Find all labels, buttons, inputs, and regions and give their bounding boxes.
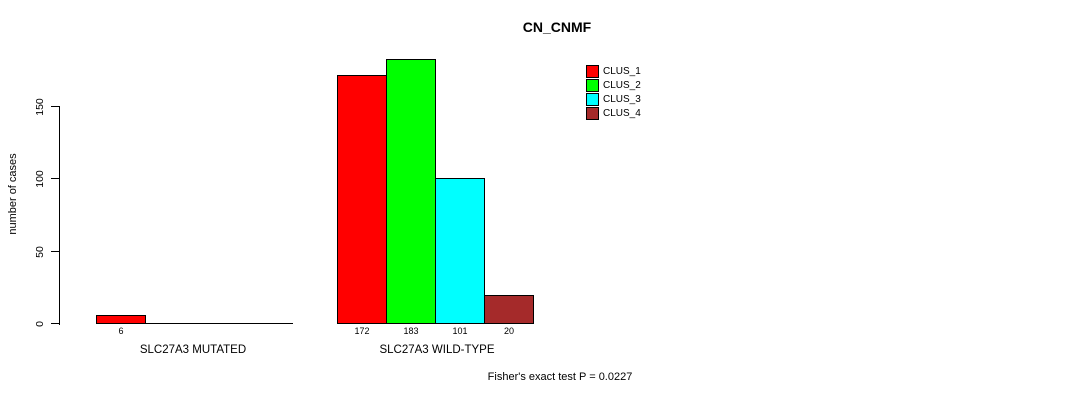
legend-swatch-clus_3 xyxy=(586,93,599,106)
y-axis-tick xyxy=(51,106,60,107)
legend-label: CLUS_1 xyxy=(603,66,641,77)
legend-label: CLUS_3 xyxy=(603,94,641,105)
y-axis-tick xyxy=(51,251,60,252)
y-axis-tick xyxy=(51,323,60,324)
legend-item: CLUS_2 xyxy=(586,79,666,92)
legend-item: CLUS_3 xyxy=(586,93,666,106)
bar-value-label: 20 xyxy=(503,326,515,336)
bar-value-label: 172 xyxy=(354,326,370,336)
legend-swatch-clus_2 xyxy=(586,79,599,92)
legend-swatch-clus_1 xyxy=(586,65,599,78)
bar-value-label: 101 xyxy=(452,326,468,336)
x-group-label-slc27a3-mutated: SLC27A3 MUTATED xyxy=(139,344,247,356)
bar-clus_1-slc27a3-mutated xyxy=(96,315,146,324)
bar-clus_3-slc27a3-wild-type xyxy=(435,178,485,324)
legend-label: CLUS_2 xyxy=(603,80,641,91)
bar-value-label: 183 xyxy=(403,326,419,336)
y-axis-tick xyxy=(51,178,60,179)
bar-clus_4-slc27a3-wild-type xyxy=(484,295,534,324)
fisher-test-annotation: Fisher's exact test P = 0.0227 xyxy=(487,371,633,383)
legend-swatch-clus_4 xyxy=(586,107,599,120)
bar-clus_2-slc27a3-wild-type xyxy=(386,59,436,324)
chart-title: CN_CNMF xyxy=(522,19,592,35)
x-group-label-slc27a3-wild-type: SLC27A3 WILD-TYPE xyxy=(379,344,495,356)
legend-item: CLUS_4 xyxy=(586,107,666,120)
legend-item: CLUS_1 xyxy=(586,65,666,78)
legend-label: CLUS_4 xyxy=(603,108,641,119)
group-baseline-slc27a3-mutated xyxy=(96,323,293,324)
bar-value-label: 6 xyxy=(118,326,124,336)
y-axis-line xyxy=(59,107,60,325)
